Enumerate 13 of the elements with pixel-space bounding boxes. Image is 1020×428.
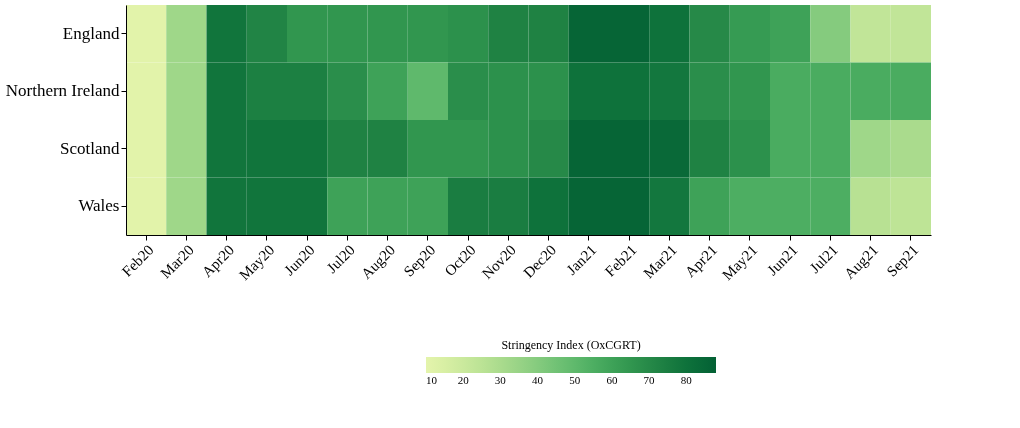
y-tick-label: England bbox=[62, 23, 120, 43]
color-bar-label: 20 bbox=[457, 374, 470, 386]
y-tick-label: Wales bbox=[78, 196, 120, 216]
color-bar-label: 80 bbox=[680, 374, 693, 386]
color-bar-label: 50 bbox=[569, 374, 581, 386]
color-bar-label: 10 bbox=[426, 374, 438, 386]
color-bar-title: Stringency Index (OxCGRT) bbox=[501, 338, 641, 352]
color-bar-label: 40 bbox=[532, 374, 544, 386]
color-bar-label: 30 bbox=[494, 374, 507, 386]
y-tick-label: Scotland bbox=[60, 138, 120, 158]
y-tick-label: Northern Ireland bbox=[5, 81, 120, 101]
color-bar-label: 70 bbox=[643, 374, 656, 386]
color-bar-label: 60 bbox=[606, 374, 618, 386]
